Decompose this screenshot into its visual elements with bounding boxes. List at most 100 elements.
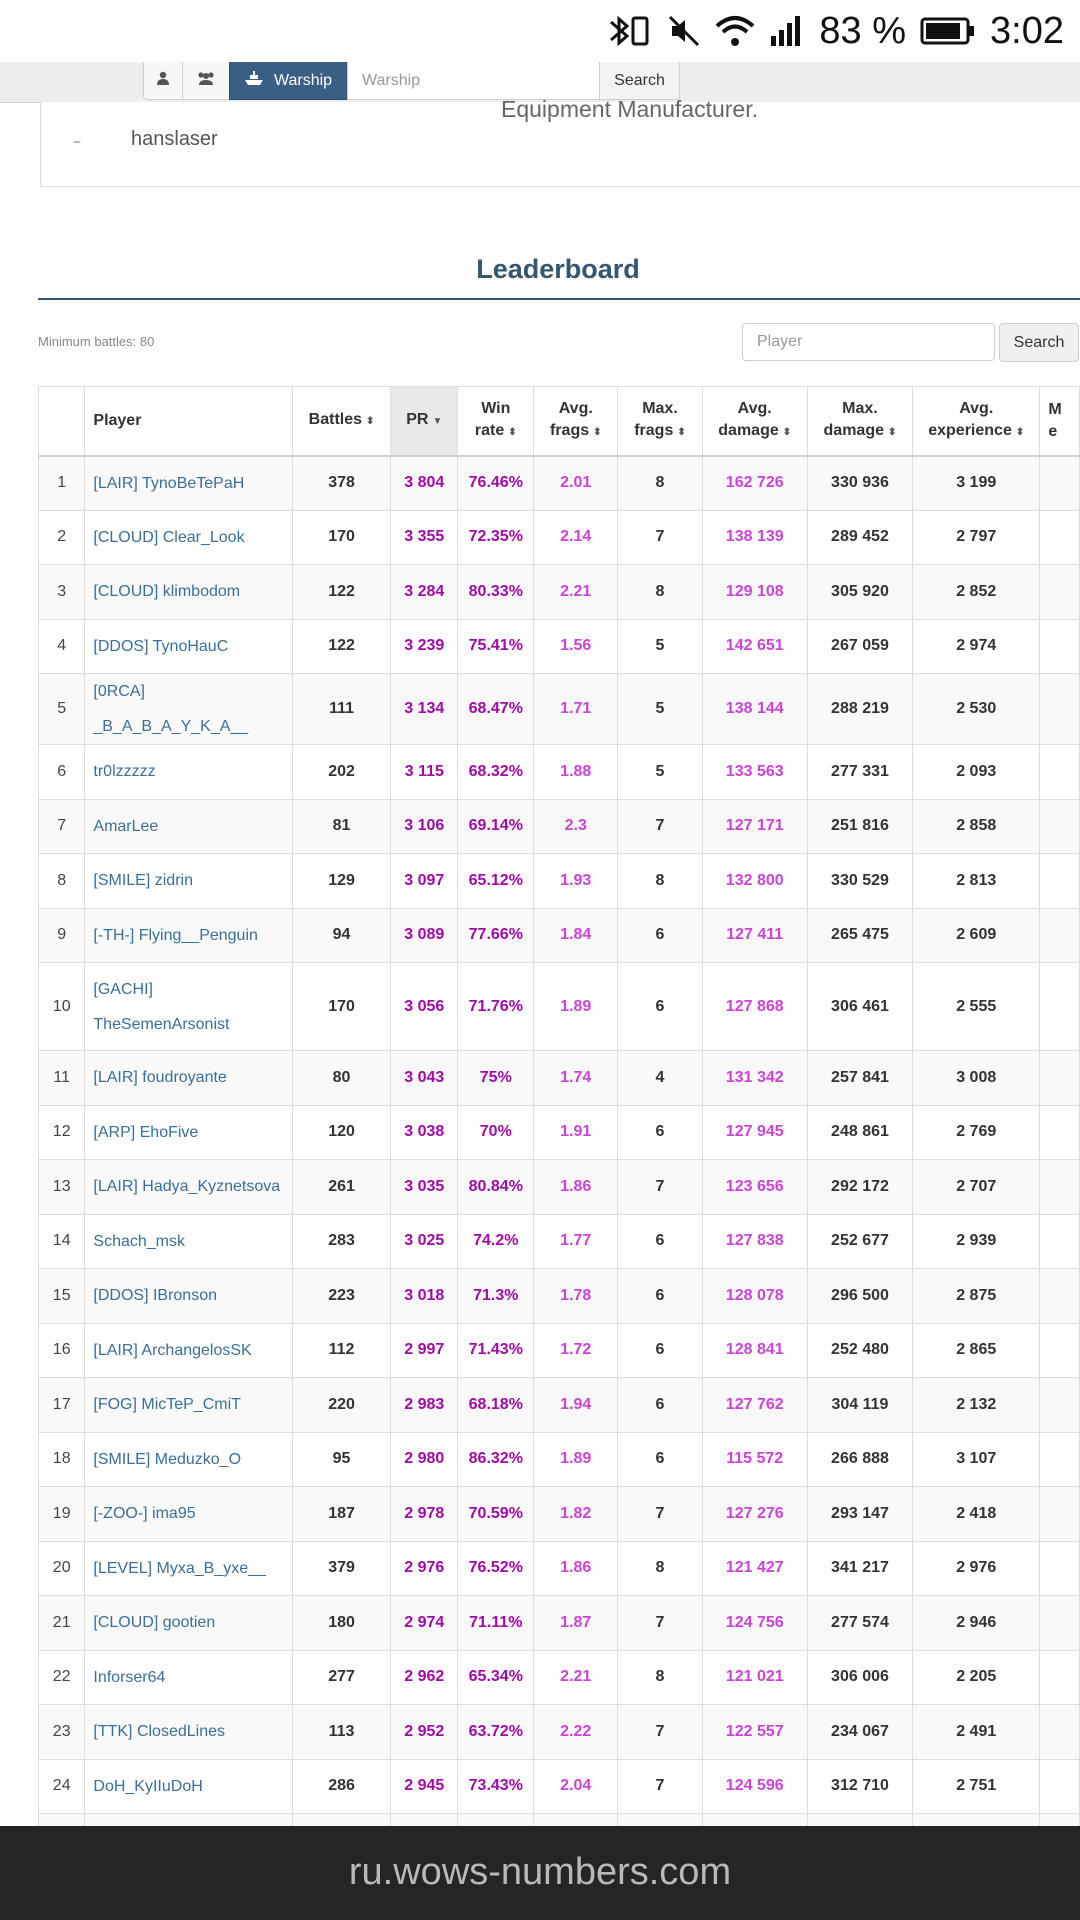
- avg-frags-cell: 2.01: [533, 455, 619, 511]
- sort-icon: ⬍: [508, 426, 517, 438]
- battles-cell: 94: [291, 907, 392, 963]
- player-link[interactable]: tr0lzzzzz: [84, 744, 293, 800]
- avg-frags-cell: 1.82: [533, 1486, 619, 1542]
- max-experience-cell: [1039, 618, 1080, 674]
- col-avg-frags[interactable]: Avg. frags ⬍: [533, 386, 619, 457]
- sort-desc-icon: ▼: [432, 415, 443, 427]
- avg-experience-cell: 2 132: [912, 1377, 1041, 1433]
- manufacturer-name: hanslaser: [131, 128, 218, 150]
- col-avg-damage[interactable]: Avg. damage ⬍: [701, 386, 808, 457]
- avg-experience-cell: 2 609: [912, 907, 1041, 963]
- avg-experience-cell: 2 939: [912, 1213, 1041, 1269]
- max-damage-cell: 288 219: [806, 673, 914, 745]
- battles-cell: 122: [291, 618, 392, 674]
- player-link[interactable]: [CLOUD] Clear_Look: [84, 509, 293, 565]
- max-experience-cell: [1039, 1704, 1080, 1760]
- leaderboard-rows: 1 [LAIR] TynoBeTePaH 378 3 804 76.46% 2.01 8 16…: [37, 455, 1080, 1869]
- player-link[interactable]: [SMILE] Meduzko_O: [84, 1431, 293, 1487]
- player-link[interactable]: [DDOS] TynoHauC: [84, 618, 293, 674]
- player-link[interactable]: [LAIR] Hadya_Kyznetsova: [84, 1159, 293, 1215]
- avg-frags-cell: 1.86: [533, 1540, 619, 1596]
- max-damage-cell: 252 677: [806, 1213, 914, 1269]
- player-search-toggle[interactable]: [143, 62, 183, 100]
- win-rate-cell: 86.32%: [457, 1431, 535, 1487]
- player-link[interactable]: [GACHI] TheSemenArsonist: [84, 962, 293, 1051]
- player-link[interactable]: Schach_msk: [84, 1213, 293, 1269]
- player-link[interactable]: [LAIR] foudroyante: [84, 1050, 293, 1106]
- max-frags-cell: 6: [617, 962, 703, 1051]
- pr-cell: 2 980: [390, 1431, 459, 1487]
- battles-cell: 286: [291, 1758, 392, 1814]
- battles-cell: 111: [291, 673, 392, 745]
- sort-icon: ⬍: [593, 426, 602, 438]
- max-frags-cell: 7: [617, 1704, 703, 1760]
- pr-cell: 3 038: [390, 1104, 459, 1160]
- max-damage-cell: 330 936: [806, 455, 914, 511]
- player-link[interactable]: [LEVEL] Myxa_B_yxe__: [84, 1540, 293, 1596]
- avg-experience-cell: 2 946: [912, 1595, 1041, 1651]
- player-link[interactable]: [-ZOO-] ima95: [84, 1486, 293, 1542]
- avg-frags-cell: 1.77: [533, 1213, 619, 1269]
- max-frags-cell: 6: [617, 1322, 703, 1378]
- max-damage-cell: 306 006: [806, 1649, 914, 1705]
- player-link[interactable]: [DDOS] IBronson: [84, 1268, 293, 1324]
- rank-cell: 22: [37, 1649, 86, 1705]
- battles-cell: 129: [291, 853, 392, 909]
- player-link[interactable]: [LAIR] TynoBeTePaH: [84, 455, 293, 511]
- max-damage-cell: 312 710: [806, 1758, 914, 1814]
- rank-cell: 20: [37, 1540, 86, 1596]
- player-link[interactable]: Inforser64: [84, 1649, 293, 1705]
- col-max-frags[interactable]: Max. frags ⬍: [617, 386, 703, 457]
- col-battles-label: Battles: [308, 410, 363, 428]
- clan-search-toggle[interactable]: [182, 62, 230, 100]
- player-link[interactable]: [LAIR] ArchangelosSK: [84, 1322, 293, 1378]
- player-link[interactable]: [FOG] MicTeP_CmiT: [84, 1377, 293, 1433]
- rank-cell: 1: [37, 455, 86, 511]
- col-win-rate[interactable]: Win rate ⬍: [457, 386, 535, 457]
- pr-cell: 3 056: [390, 962, 459, 1051]
- pr-cell: 2 983: [390, 1377, 459, 1433]
- battles-cell: 80: [291, 1050, 392, 1106]
- warship-search-toggle[interactable]: Warship: [229, 62, 347, 100]
- avg-damage-cell: 115 572: [701, 1431, 808, 1487]
- player-filter-search-button[interactable]: Search: [999, 323, 1079, 362]
- sort-icon: ⬍: [888, 426, 897, 438]
- rank-cell: 23: [37, 1704, 86, 1760]
- player-link[interactable]: [TTK] ClosedLines: [84, 1704, 293, 1760]
- col-avg-frags-label: Avg.: [558, 399, 593, 417]
- player-link[interactable]: [ARP] EhoFive: [84, 1104, 293, 1160]
- win-rate-cell: 68.47%: [457, 673, 535, 745]
- player-link[interactable]: AmarLee: [84, 798, 293, 854]
- pr-cell: 2 974: [390, 1595, 459, 1651]
- player-filter-input[interactable]: Player: [742, 323, 995, 361]
- col-pr[interactable]: PR ▼: [390, 386, 459, 457]
- rank-cell: 10: [37, 962, 86, 1051]
- avg-damage-cell: 138 144: [701, 673, 808, 745]
- player-link[interactable]: DoH_KyIIuDoH: [84, 1758, 293, 1814]
- win-rate-cell: 63.72%: [457, 1704, 535, 1760]
- col-battles[interactable]: Battles ⬍: [291, 386, 392, 457]
- player-link[interactable]: [SMILE] zidrin: [84, 853, 293, 909]
- avg-frags-cell: 1.78: [533, 1268, 619, 1324]
- win-rate-cell: 80.84%: [457, 1159, 535, 1215]
- table-header-row: Player Battles ⬍ PR ▼ Win rate ⬍ Avg. frags ⬍ …: [37, 386, 1080, 457]
- player-link[interactable]: [CLOUD] gootien: [84, 1595, 293, 1651]
- rank-cell: 14: [37, 1213, 86, 1269]
- player-link[interactable]: [CLOUD] klimbodom: [84, 564, 293, 620]
- rank-cell: 6: [37, 744, 86, 800]
- warship-search-input[interactable]: Warship: [347, 62, 600, 100]
- status-bar: 83 % 3:02: [0, 0, 1080, 62]
- win-rate-cell: 73.43%: [457, 1758, 535, 1814]
- max-experience-cell: [1039, 1050, 1080, 1106]
- col-avg-experience[interactable]: Avg. experience ⬍: [912, 386, 1041, 457]
- max-experience-cell: [1039, 1213, 1080, 1269]
- player-link[interactable]: [-TH-] Flying__Penguin: [84, 907, 293, 963]
- avg-experience-cell: 2 976: [912, 1540, 1041, 1596]
- player-link[interactable]: [0RCA] _B_A_B_A_Y_K_A__: [84, 673, 293, 745]
- rank-cell: 8: [37, 853, 86, 909]
- table-row: 5 [0RCA] _B_A_B_A_Y_K_A__ 111 3 134 68.47% 1.…: [37, 673, 1080, 745]
- avg-experience-cell: 2 093: [912, 744, 1041, 800]
- col-max-damage[interactable]: Max. damage ⬍: [806, 386, 914, 457]
- top-search-button[interactable]: Search: [599, 62, 680, 100]
